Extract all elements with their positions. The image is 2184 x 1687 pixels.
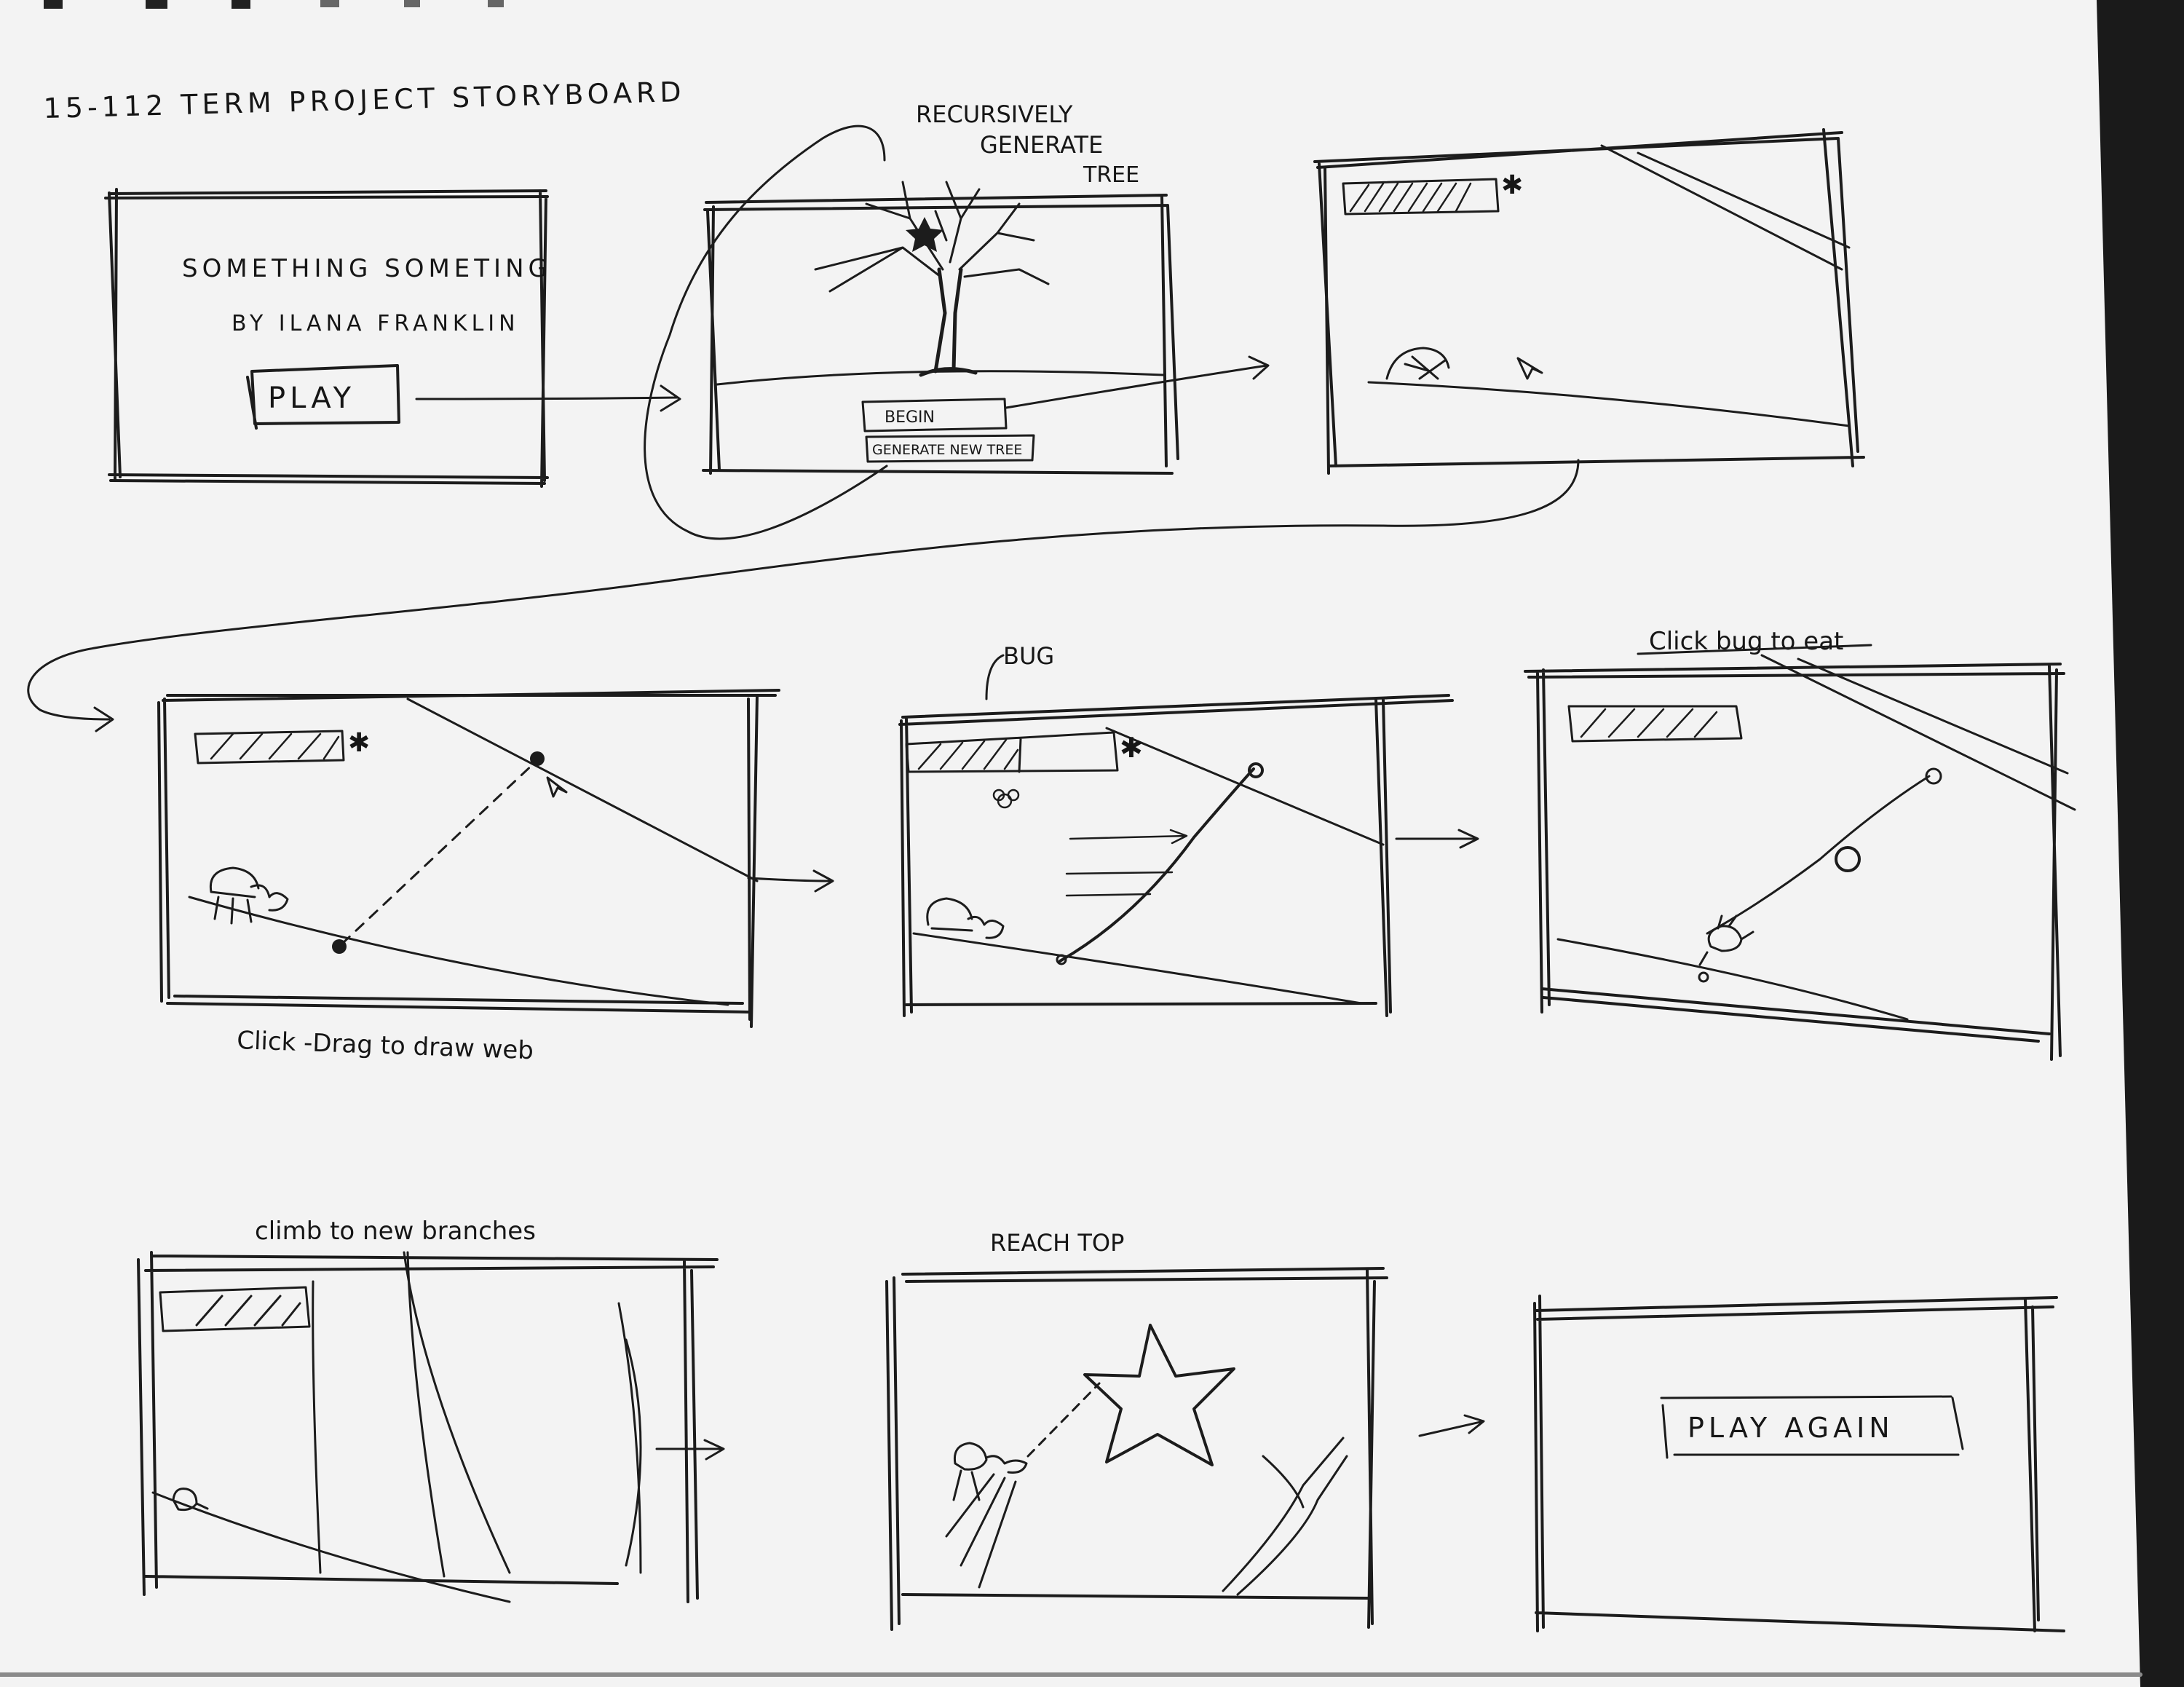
arrow-bug-to-eat (1395, 829, 1479, 849)
hunger-bar (159, 1286, 311, 1332)
branch-line (1367, 381, 1851, 427)
branch-tip-sketch (1222, 1437, 1348, 1596)
star-goal-icon: ✱ (348, 728, 370, 758)
vertical-branch (312, 1280, 322, 1574)
page-title: 15-112 TERM PROJECT STORYBOARD (43, 76, 686, 125)
top-caption: REACH TOP (990, 1229, 1124, 1257)
lower-branch (912, 932, 1363, 1005)
begin-button-label: BEGIN (885, 408, 935, 427)
tree-annotation: TREE (1083, 162, 1139, 188)
web-node (1248, 762, 1264, 778)
paper-shadow (2097, 0, 2184, 1687)
lower-branch (1556, 938, 1909, 1021)
panel-play-again: PLAY AGAIN (1533, 1295, 2065, 1632)
star-goal-icon: ✱ (1501, 170, 1523, 200)
regenerate-loop-arrow (644, 125, 888, 540)
arrow-game-to-drag (27, 459, 1580, 732)
hunger-bar (1342, 178, 1500, 216)
vertical-branch (403, 1251, 511, 1578)
ground-line (716, 370, 1165, 386)
generate-new-tree-label: GENERATE NEW TREE (872, 442, 1022, 458)
web-node (1056, 954, 1067, 965)
upper-branch (1105, 727, 1385, 846)
drawn-web-strand (1706, 775, 1931, 935)
star-goal-icon (1083, 1324, 1235, 1466)
bug-motion-lines (1065, 829, 1188, 897)
cursor-icon (1516, 357, 1543, 380)
lower-branch (188, 896, 729, 1006)
bug-annotation: BUG (1003, 642, 1054, 670)
panel-climb: climb to new branches (137, 1217, 719, 1603)
spider-sketch (952, 1442, 1028, 1501)
play-button[interactable]: PLAY (246, 364, 400, 430)
arrow-tree-to-game (1005, 355, 1270, 409)
spider-sketch (926, 897, 1005, 939)
generate-new-tree-button[interactable]: GENERATE NEW TREE (865, 434, 1035, 463)
vertical-branch (617, 1302, 642, 1574)
generate-annotation: GENERATE (980, 131, 1103, 159)
spider-sketch (209, 866, 289, 925)
arrow-top-to-replay (1418, 1414, 1485, 1437)
bug-pointer (985, 654, 1005, 700)
panel-title-screen: SOMETHING SOMETING BY ILANA FRANKLIN PLA… (104, 188, 552, 488)
hunger-bar (905, 731, 1119, 773)
panel-game-start: ✱ (27, 128, 1865, 732)
caption-underline (1637, 644, 1872, 655)
spider-sketch (1385, 347, 1450, 380)
play-button-label: PLAY (268, 382, 355, 415)
hunger-bar (194, 730, 345, 765)
panel-bug-appears: BUG ✱ (898, 642, 1454, 1017)
web-line-to-star (1026, 1382, 1101, 1458)
play-again-label: PLAY AGAIN (1688, 1412, 1894, 1444)
arrow-title-to-tree (415, 384, 681, 412)
drawn-web-strand (1059, 767, 1255, 963)
arrow-drag-to-bug (747, 869, 834, 893)
author-credit: BY ILANA FRANKLIN (232, 311, 520, 336)
spider-eating-sketch (1698, 914, 1754, 983)
bug-on-web-icon[interactable] (1835, 846, 1861, 872)
panel-eat-bug: Click bug to eat (1524, 627, 2076, 1061)
panel-tree-generation: RECURSIVELY GENERATE TREE BEGIN GENERATE… (644, 100, 1179, 540)
tree-sketch (814, 181, 1050, 377)
climb-caption: climb to new branches (255, 1217, 536, 1246)
drag-caption: Click -Drag to draw web (237, 1026, 534, 1065)
web-drag-line (341, 760, 537, 945)
bug-icon[interactable] (992, 789, 1020, 809)
spider-sketch (172, 1488, 209, 1512)
lower-branch (151, 1491, 511, 1603)
web-node (1925, 767, 1942, 785)
upper-branch (1760, 654, 2076, 811)
cursor-icon (546, 776, 568, 798)
arrow-climb-to-top (655, 1439, 725, 1461)
play-again-button[interactable]: PLAY AGAIN (1660, 1395, 1964, 1459)
web-target-node[interactable] (530, 751, 545, 766)
star-icon (906, 217, 943, 252)
begin-button[interactable]: BEGIN (861, 398, 1008, 432)
panel-draw-web: ✱ Click -Drag to draw web (157, 689, 780, 1065)
trailing-strands (945, 1473, 1017, 1589)
game-title: SOMETHING SOMETING (182, 254, 552, 283)
panel-reach-top: REACH TOP (885, 1229, 1388, 1631)
upper-branch (406, 698, 759, 882)
binder-holes (44, 0, 504, 9)
hunger-bar (1567, 705, 1743, 743)
star-goal-icon: ✱ (1120, 732, 1143, 764)
recursively-annotation: RECURSIVELY (916, 100, 1073, 128)
